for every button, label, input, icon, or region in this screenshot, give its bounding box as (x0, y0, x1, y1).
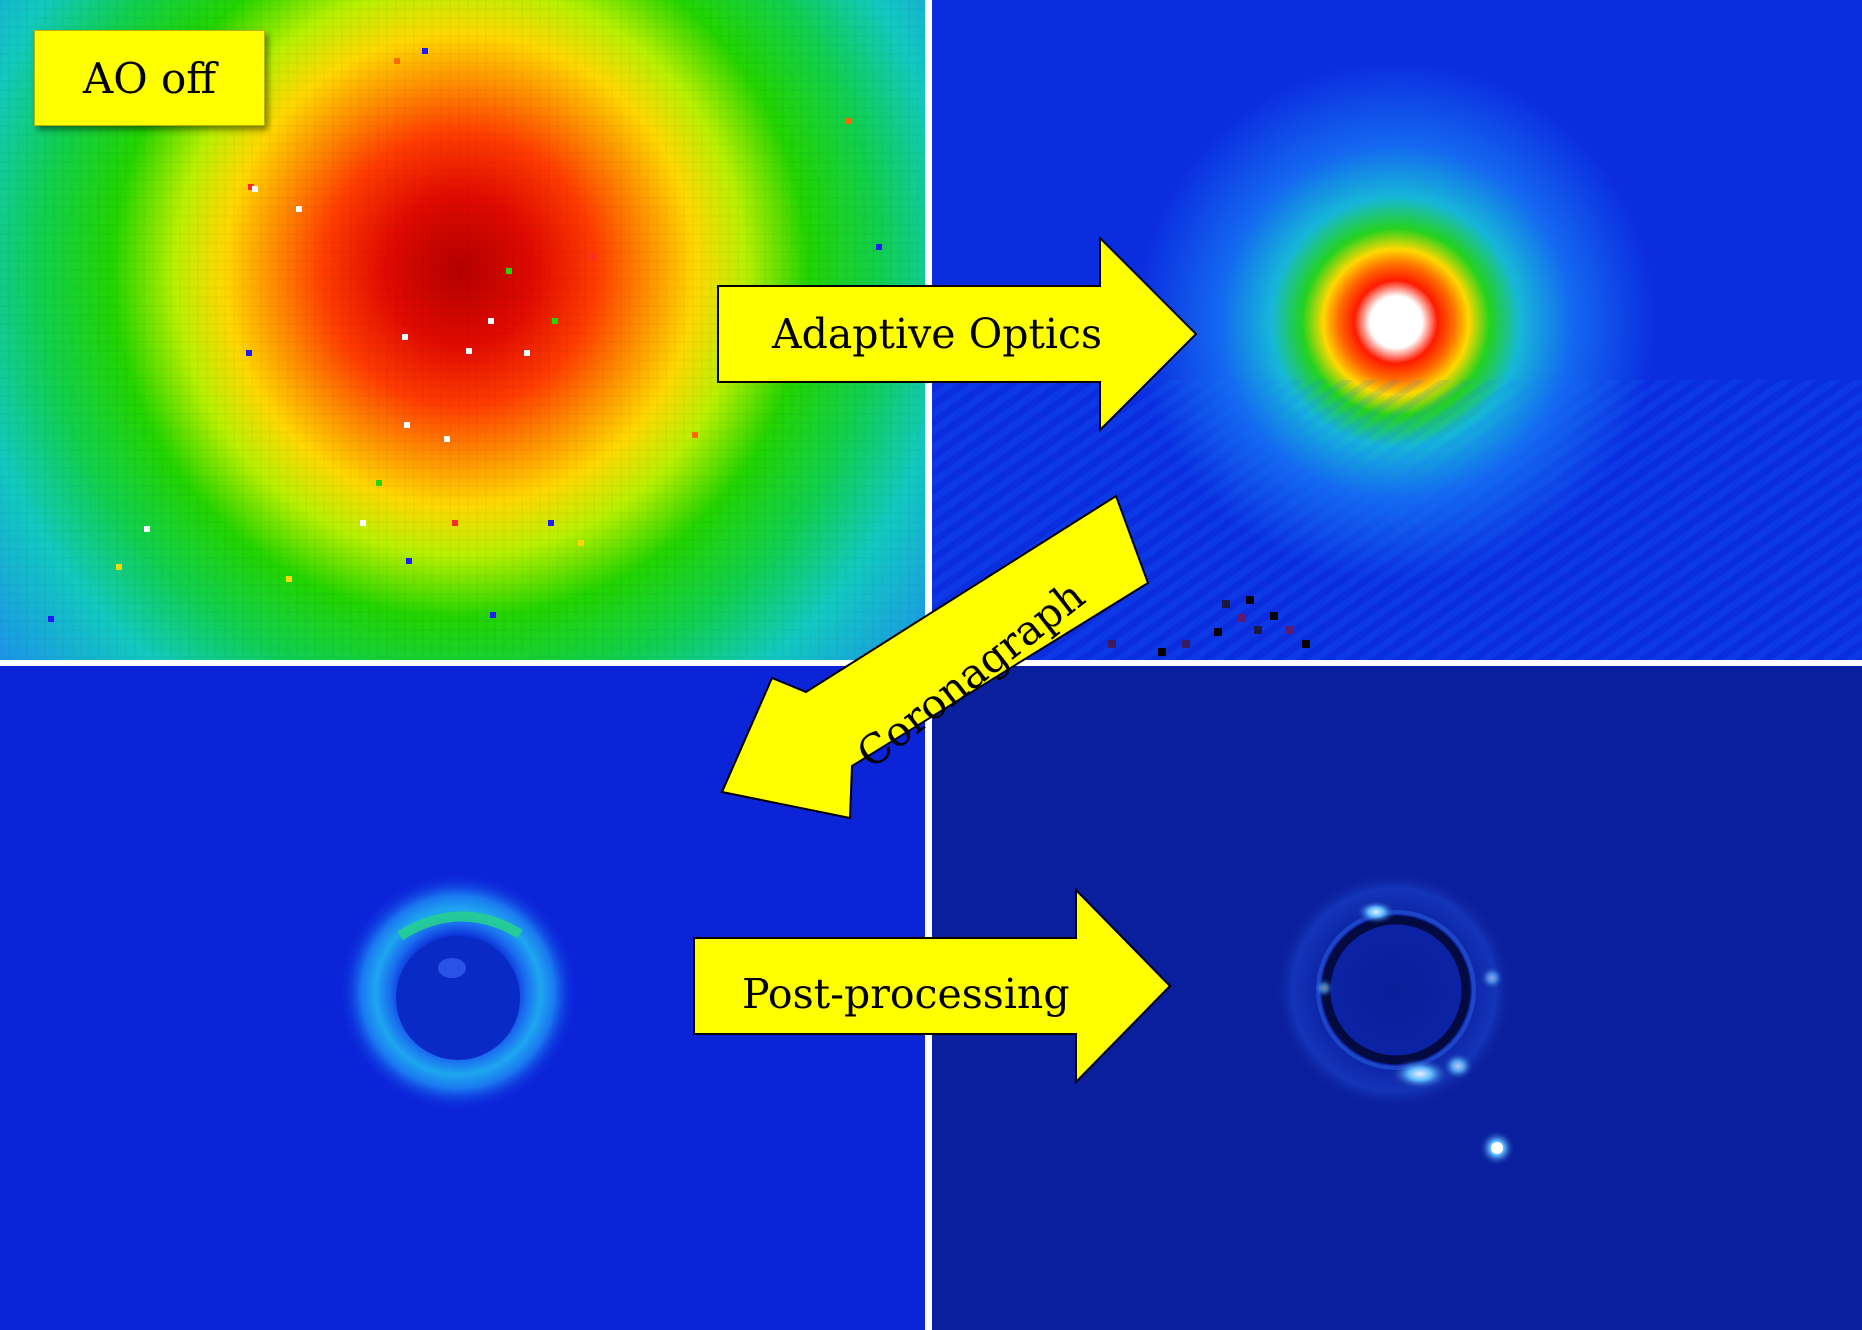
right-arrow-icon (693, 887, 1172, 1085)
ao-off-label: AO off (34, 30, 265, 126)
adaptive-optics-label: Adaptive Optics (772, 310, 1103, 358)
diagonal-arrow-icon (720, 494, 1150, 820)
adaptive-optics-arrow: Adaptive Optics (716, 235, 1200, 433)
noise-patch (1108, 596, 1310, 656)
right-arrow-icon (717, 235, 1198, 433)
post-processing-arrow: Post-processing (692, 887, 1174, 1085)
post-processing-label: Post-processing (742, 970, 1070, 1018)
hot-pixels (48, 48, 882, 622)
